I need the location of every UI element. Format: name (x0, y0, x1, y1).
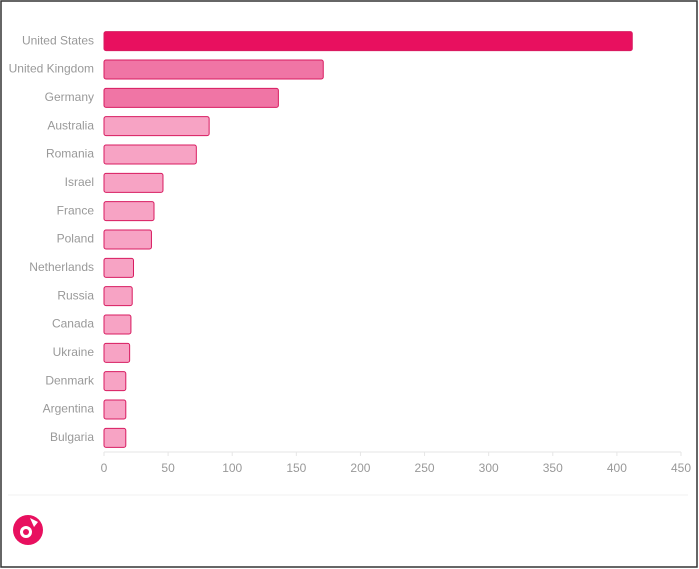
y-tick-label: Germany (45, 90, 94, 104)
bar (103, 229, 152, 250)
bar (103, 59, 324, 80)
bar (103, 286, 133, 307)
x-tick-label: 250 (415, 461, 435, 475)
y-tick-label: Russia (57, 288, 94, 302)
y-tick-label: Canada (52, 317, 94, 331)
bar (103, 87, 279, 108)
x-tick-label: 100 (222, 461, 242, 475)
logo (13, 515, 43, 545)
bar (103, 201, 155, 222)
bar (103, 342, 131, 363)
y-tick-label: Denmark (45, 373, 95, 387)
bar (103, 371, 127, 392)
bar (103, 172, 164, 193)
y-tick-label: Ukraine (53, 345, 95, 359)
bar (103, 144, 197, 165)
y-tick-label: United Kingdom (9, 62, 94, 76)
bar (103, 257, 134, 278)
x-tick-label: 300 (479, 461, 499, 475)
bar (103, 116, 210, 137)
y-tick-label: Bulgaria (50, 430, 94, 444)
y-tick-label: Romania (46, 147, 94, 161)
y-tick-label: Israel (65, 175, 94, 189)
bar (103, 314, 132, 335)
y-tick-label: Poland (57, 232, 94, 246)
x-tick-label: 150 (286, 461, 306, 475)
x-tick-label: 0 (101, 461, 108, 475)
x-tick-label: 50 (161, 461, 175, 475)
x-tick-label: 350 (543, 461, 563, 475)
bar (103, 427, 127, 448)
y-tick-label: France (57, 203, 95, 217)
bar (103, 399, 127, 420)
y-tick-label: United States (22, 33, 94, 47)
x-tick-label: 400 (607, 461, 627, 475)
y-tick-label: Argentina (43, 402, 95, 416)
y-tick-label: Australia (47, 118, 94, 132)
x-tick-label: 450 (671, 461, 691, 475)
bar (103, 31, 633, 52)
x-tick-label: 200 (350, 461, 370, 475)
y-tick-label: Netherlands (29, 260, 94, 274)
